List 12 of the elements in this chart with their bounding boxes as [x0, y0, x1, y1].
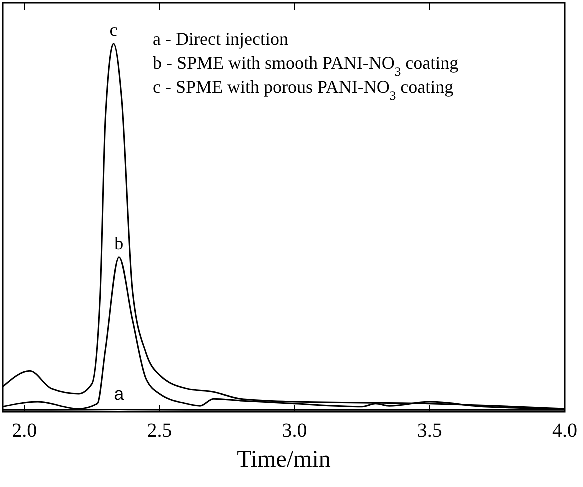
x-tick-label: 3.0 — [282, 420, 308, 442]
annotation: a - Direct injection — [153, 29, 288, 49]
x-tick-label: 2.0 — [12, 420, 38, 442]
annotation: b - SPME with smooth PANI-NO$_{3}$ coating — [153, 53, 459, 79]
x-tick-label: 3.5 — [417, 420, 442, 442]
x-tick-label: 4.0 — [552, 420, 578, 442]
x-axis-title: Time/min — [237, 447, 331, 473]
series-label: c — [110, 20, 118, 40]
series-label: a — [114, 384, 126, 404]
annotation: c - SPME with porous PANI-NO$_{3}$ coating — [153, 77, 454, 103]
series-label: b — [114, 233, 124, 254]
x-tick-label: 2.5 — [147, 420, 172, 442]
